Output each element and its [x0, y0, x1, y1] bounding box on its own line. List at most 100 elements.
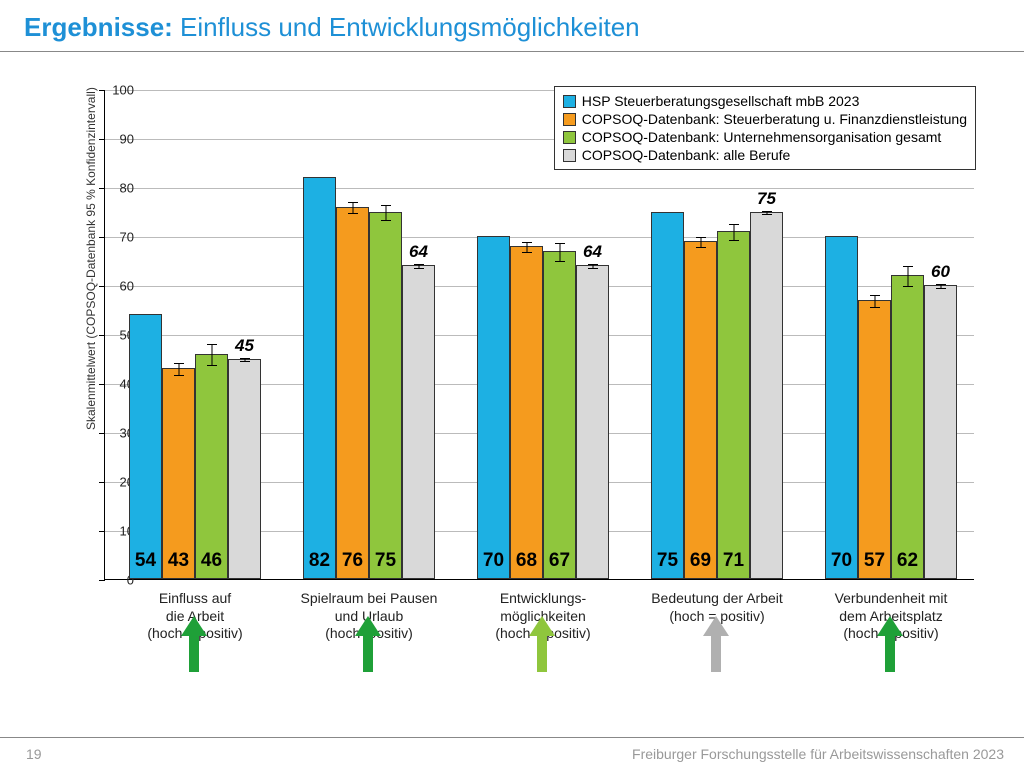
bar-group: 75697175	[651, 212, 783, 580]
error-cap	[381, 220, 391, 221]
error-bar	[559, 243, 560, 261]
bar-value-label: 46	[201, 550, 222, 572]
slide-header: Ergebnisse: Einfluss und Entwicklungsmög…	[0, 0, 1024, 52]
error-cap	[522, 252, 532, 253]
bar: 62	[891, 275, 924, 579]
bar-group: 70 57 62 60	[825, 236, 957, 579]
error-cap	[936, 284, 946, 285]
y-tick-label: 0	[94, 573, 134, 588]
bar: 70	[477, 236, 510, 579]
bar-value-label: 57	[864, 550, 885, 572]
bar: 68	[510, 246, 543, 579]
arrow-icon	[703, 616, 729, 672]
legend-swatch	[563, 149, 576, 162]
legend-swatch	[563, 113, 576, 126]
bar-value-label: 75	[657, 550, 678, 572]
error-cap	[174, 375, 184, 376]
bar-value-label: 43	[168, 550, 189, 572]
bar-value-label: 64	[583, 242, 602, 262]
legend-row: COPSOQ-Datenbank: Steuerberatung u. Fina…	[563, 111, 967, 127]
error-bar	[700, 237, 701, 247]
error-cap	[414, 268, 424, 269]
bar: 70	[825, 236, 858, 579]
bar: 82	[303, 177, 336, 579]
error-cap	[588, 268, 598, 269]
error-bar	[211, 344, 212, 366]
bar-value-label: 70	[483, 550, 504, 572]
bar: 43	[162, 368, 195, 579]
bar-value-label: 62	[897, 550, 918, 572]
bar-value-label: 45	[235, 336, 254, 356]
bar: 76	[336, 207, 369, 579]
page-number: 19	[26, 746, 42, 762]
error-cap	[348, 213, 358, 214]
bar: 67	[543, 251, 576, 579]
bar-value-label: 69	[690, 550, 711, 572]
error-cap	[870, 295, 880, 296]
chart-legend: HSP Steuerberatungsgesellschaft mbB 2023…	[554, 86, 976, 170]
bar-group: 82 76 75 64	[303, 177, 435, 579]
y-tick-label: 90	[94, 132, 134, 147]
bar-group: 54 43 46 45	[129, 314, 261, 579]
error-bar	[526, 242, 527, 252]
error-bar	[733, 224, 734, 240]
arrow-icon	[181, 616, 207, 672]
error-cap	[174, 363, 184, 364]
error-cap	[588, 264, 598, 265]
error-cap	[207, 365, 217, 366]
bar: 46	[195, 354, 228, 579]
bar-value-label: 76	[342, 550, 363, 572]
error-cap	[762, 211, 772, 212]
error-cap	[870, 307, 880, 308]
y-tick-label: 60	[94, 279, 134, 294]
bar: 69	[684, 241, 717, 579]
error-cap	[696, 247, 706, 248]
bar-value-label: 54	[135, 550, 156, 572]
error-cap	[936, 288, 946, 289]
legend-swatch	[563, 95, 576, 108]
bar-value-label: 71	[723, 550, 744, 572]
error-cap	[522, 242, 532, 243]
title-bold: Ergebnisse:	[24, 12, 173, 42]
legend-label: COPSOQ-Datenbank: Unternehmensorganisati…	[582, 129, 942, 145]
arrow-icon	[877, 616, 903, 672]
legend-row: HSP Steuerberatungsgesellschaft mbB 2023	[563, 93, 967, 109]
bar-value-label: 82	[309, 550, 330, 572]
error-bar	[907, 266, 908, 286]
error-cap	[381, 205, 391, 206]
y-tick-label: 100	[94, 83, 134, 98]
gridline	[105, 188, 974, 189]
error-cap	[207, 344, 217, 345]
bar-value-label: 60	[931, 262, 950, 282]
bar-group: 70686764	[477, 236, 609, 579]
y-tick-label: 10	[94, 524, 134, 539]
arrow-icon	[355, 616, 381, 672]
bar: 75	[651, 212, 684, 580]
legend-label: HSP Steuerberatungsgesellschaft mbB 2023	[582, 93, 860, 109]
legend-swatch	[563, 131, 576, 144]
error-cap	[729, 240, 739, 241]
bar: 64	[402, 265, 435, 579]
error-cap	[240, 361, 250, 362]
error-cap	[762, 214, 772, 215]
legend-label: COPSOQ-Datenbank: alle Berufe	[582, 147, 791, 163]
arrow-icon	[529, 616, 555, 672]
error-bar	[352, 202, 353, 214]
legend-row: COPSOQ-Datenbank: Unternehmensorganisati…	[563, 129, 967, 145]
error-cap	[903, 266, 913, 267]
bar: 57	[858, 300, 891, 579]
error-cap	[555, 261, 565, 262]
bar: 60	[924, 285, 957, 579]
bar-value-label: 75	[375, 550, 396, 572]
bar: 45	[228, 359, 261, 580]
y-tick-label: 50	[94, 328, 134, 343]
bar-value-label: 75	[757, 189, 776, 209]
bar-value-label: 64	[409, 242, 428, 262]
bar: 64	[576, 265, 609, 579]
error-cap	[348, 202, 358, 203]
slide-title: Ergebnisse: Einfluss und Entwicklungsmög…	[24, 12, 1004, 43]
chart-area: Skalenmittelwert (COPSOQ-Datenbank 95 % …	[70, 80, 1000, 620]
footer-credit: Freiburger Forschungsstelle für Arbeitsw…	[632, 746, 1004, 762]
bar: 75	[369, 212, 402, 580]
y-tick-label: 30	[94, 426, 134, 441]
